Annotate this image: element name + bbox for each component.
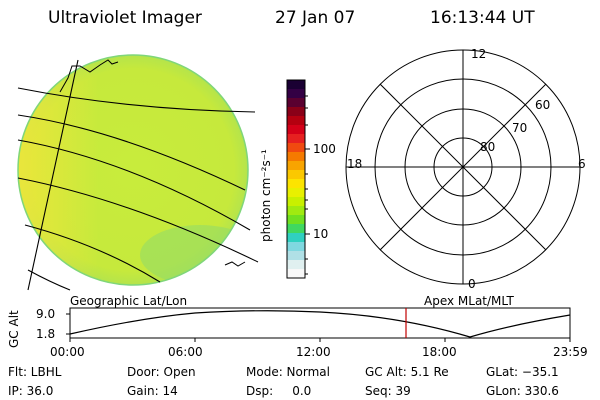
colorbar-minor-ticks [305,95,308,275]
status-glat: GLat: −35.1 [486,365,559,379]
status-glon: GLon: 330.6 [486,384,559,398]
colorbar-band [287,116,305,126]
status-filter: Flt: LBHL [8,365,62,379]
status-door: Door: Open [127,365,196,379]
mlt-label-6: 6 [578,157,586,171]
color-scale-frame [286,79,306,279]
colorbar-label-10: 10 [313,227,329,241]
mlt-label-0: 0 [468,277,476,291]
colorbar-band [287,125,305,135]
mlat-label-70: 70 [512,121,528,135]
colorbar-band [287,224,305,234]
colorbar-unit-label: photon cm⁻²s⁻¹ [259,149,273,242]
time-label: 16:13:44 UT [430,8,535,28]
alt-label-1-8: 1.8 [36,327,56,341]
colorbar-band [287,80,305,90]
polar-plot [345,49,581,285]
status-seq: Seq: 39 [365,384,411,398]
colorbar-band [287,233,305,243]
alt-label-9: 9.0 [36,307,56,321]
colorbar-band [287,242,305,252]
colorbar-band [287,134,305,144]
disk-limb [17,54,249,286]
apex-label: Apex MLat/MLT [424,294,514,308]
time-label-2359: 23:59 [553,345,588,359]
time-label-1200: 12:00 [296,345,331,359]
altitude-plot [66,307,571,342]
colorbar-band [287,89,305,99]
status-ip: IP: 36.0 [8,384,54,398]
colorbar-label-100: 100 [313,142,336,156]
mlt-label-12: 12 [471,47,487,61]
colorbar-band [287,197,305,207]
time-label-0600: 06:00 [168,345,203,359]
colorbar-band [287,161,305,171]
colorbar-band [287,269,305,279]
longitude-grid [27,59,79,291]
status-gc-alt: GC Alt: 5.1 Re [365,365,449,379]
mlt-label-18: 18 [347,157,363,171]
mlat-label-80: 80 [480,140,496,154]
bottom-shade [140,225,248,285]
mlat-label-60: 60 [535,98,551,112]
time-ticks [69,338,571,342]
geographic-image [17,54,259,291]
colorbar-band [287,152,305,162]
latitude-grid [17,87,259,291]
status-dsp: Dsp: 0.0 [246,384,312,398]
color-scale-bar [287,80,305,279]
altitude-curve [69,310,571,338]
coastline [59,59,246,267]
geographic-label: Geographic Lat/Lon [70,294,188,308]
colorbar-band [287,251,305,261]
colorbar-band [287,206,305,216]
colorbar-band [287,215,305,225]
altitude-axis-label: GC Alt [7,310,21,348]
status-mode: Mode: Normal [246,365,330,379]
colorbar-band [287,107,305,117]
colorbar-band [287,260,305,270]
time-label-0000: 00:00 [50,345,85,359]
time-label-1800: 18:00 [422,345,457,359]
instrument-title: Ultraviolet Imager [48,8,202,28]
colorbar-band [287,188,305,198]
date-label: 27 Jan 07 [275,8,356,28]
colorbar-band [287,170,305,180]
colorbar-band [287,98,305,108]
colorbar-band [287,179,305,189]
colorbar-band [287,143,305,153]
polar-diagonal-2 [379,83,547,251]
status-gain: Gain: 14 [127,384,178,398]
